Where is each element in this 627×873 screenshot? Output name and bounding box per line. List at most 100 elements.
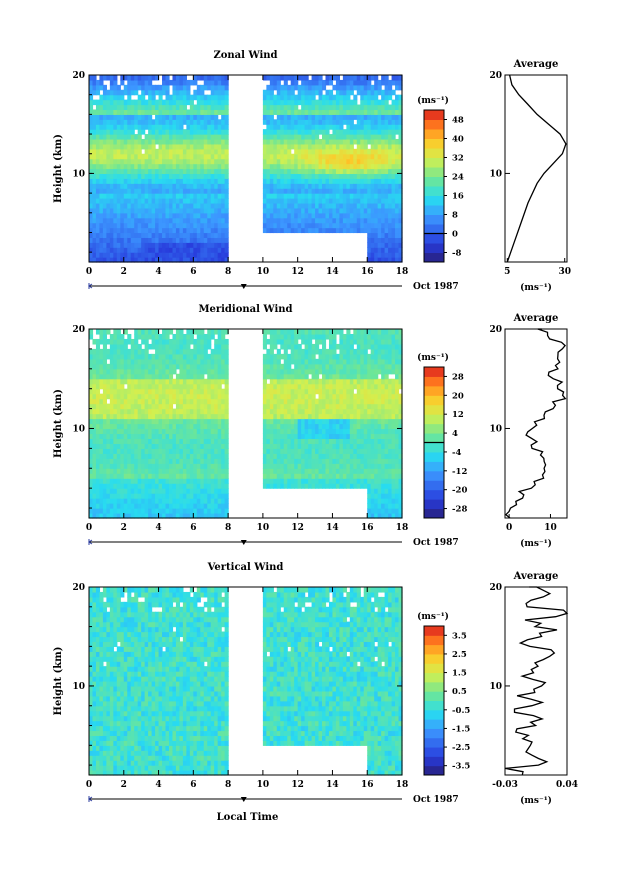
average-y-tick-label: 10 [489,424,502,434]
x-tick-label: 8 [225,267,231,277]
panel-meridional-wind: Meridional Wind Height (km) 10 20 0 2 4 6 8 10 12 1… [53,304,568,549]
colorbar-segment [424,765,444,776]
x-axis-label: Local Time [217,812,279,823]
colorbar-tick-label: 4 [452,429,458,439]
y-tick-label: 20 [72,325,85,335]
x-tick-label: 16 [361,267,374,277]
average-x-tick-label: 10 [544,523,557,533]
colorbar-segment [424,243,444,253]
y-tick-label: 20 [72,583,85,593]
day-start-marker [88,796,93,802]
colorbar-tick-label: 24 [452,173,464,183]
x-tick-label: 14 [326,267,339,277]
average-x-tick-label: 0.04 [556,780,578,790]
average-y-tick-label: 20 [489,325,502,335]
x-tick-label: 10 [257,523,270,533]
day-start-marker [88,283,93,289]
colorbar-segment [424,138,444,149]
colorbar-segment [424,691,444,701]
x-tick-label: 18 [396,780,409,790]
x-tick-label: 2 [121,780,127,790]
colorbar-segment [424,442,444,453]
average-x-label: (ms⁻¹) [520,538,552,549]
average-y-tick-label: 10 [489,169,502,179]
colorbar-segment [424,719,444,729]
colorbar-segment [424,499,444,510]
colorbar-segment [424,157,444,168]
heatmap-cells [89,587,403,776]
average-x-tick-label: 30 [558,267,571,277]
x-tick-label: 16 [361,523,374,533]
average-y-tick-label: 20 [489,71,502,81]
colorbar-tick-label: -3.5 [452,762,470,772]
colorbar-segment [424,167,444,177]
x-tick-label: 8 [225,523,231,533]
day-marker-triangle [240,284,247,289]
colorbar-segment [424,119,444,130]
colorbar-segment [424,395,444,406]
colorbar-segment [424,224,444,234]
colorbar-segment [424,423,444,434]
average-x-label: (ms⁻¹) [520,795,552,806]
colorbar-tick-label: 0 [452,230,458,240]
colorbar-segment [424,709,444,720]
colorbar-tick-label: -2.5 [452,743,470,753]
date-label: Oct 1987 [413,282,459,292]
average-y-tick-label: 10 [489,682,502,692]
average-x-tick-label: -0.03 [492,780,518,790]
colorbar-tick-label: 20 [452,391,464,401]
colorbar-segment [424,747,444,757]
average-x-tick-label: 0 [506,523,512,533]
y-tick-label: 10 [72,424,85,434]
x-tick-label: 4 [155,780,161,790]
colorbar-segment [424,653,444,664]
colorbar-tick-label: 12 [452,410,464,420]
colorbar-segment [424,681,444,692]
colorbar-segment [424,728,444,739]
colorbar-segment [424,451,444,462]
colorbar-tick-label: -20 [452,486,467,496]
x-tick-label: 6 [190,780,196,790]
x-tick-label: 14 [326,780,339,790]
average-title: Average [513,571,559,582]
plot-frame [88,586,403,776]
colorbar-frame [423,625,445,776]
x-tick-label: 6 [190,267,196,277]
colorbar-tick-label: 8 [452,211,458,221]
average-frame [504,586,568,776]
date-label: Oct 1987 [413,538,459,548]
x-tick-label: 4 [155,523,161,533]
average-title: Average [513,59,559,70]
x-tick-label: 18 [396,523,409,533]
colorbar-segment [424,737,444,748]
x-tick-label: 12 [291,523,304,533]
colorbar-tick-label: -8 [452,249,462,259]
panel-title: Vertical Wind [207,562,284,573]
colorbar-tick-label: 1.5 [452,669,467,679]
colorbar-segment [424,635,444,646]
colorbar-segment [424,644,444,655]
colorbar-frame [423,109,445,263]
colorbar-tick-label: -4 [452,448,462,458]
panel-title: Zonal Wind [213,50,277,61]
colorbar-segment [424,252,444,263]
colorbar-segment [424,129,444,139]
panel-vertical-wind: Vertical Wind Height (km) 10 20 0 2 4 6 8 10 12 14 1… [53,562,578,823]
y-tick-label: 10 [72,169,85,179]
average-x-label: (ms⁻¹) [520,282,552,293]
x-tick-label: 0 [86,523,92,533]
x-tick-label: 14 [326,523,339,533]
y-tick-label: 20 [72,71,85,81]
colorbar-segment [424,626,444,636]
x-tick-label: 16 [361,780,374,790]
panel-title: Meridional Wind [198,304,292,315]
x-tick-label: 4 [155,267,161,277]
colorbar-units: (ms⁻¹) [417,611,449,622]
average-profile-line [504,328,567,519]
x-tick-label: 12 [291,267,304,277]
date-label: Oct 1987 [413,795,459,805]
colorbar-units: (ms⁻¹) [417,352,449,363]
heatmap-cells [89,75,403,263]
colorbar-tick-label: 28 [452,372,464,382]
